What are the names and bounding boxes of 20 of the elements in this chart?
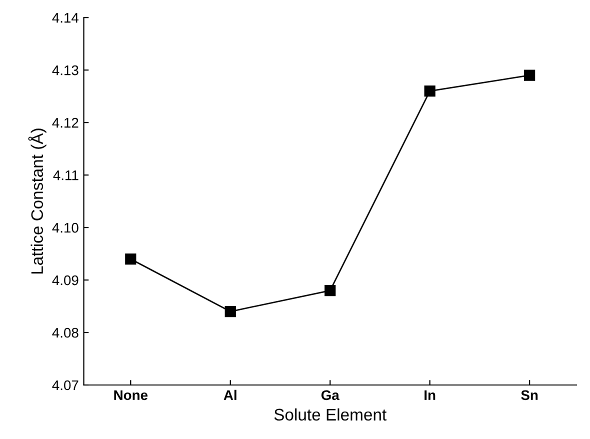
y-tick-label: 4.14 [52,13,79,23]
y-tick-label: 4.07 [52,380,78,390]
y-tick-label: 4.11 [53,170,78,180]
point [524,70,536,81]
point [424,85,436,97]
x-tick-label: Al [224,390,236,400]
y-tick-label: 4.12 [52,118,78,128]
point [125,253,136,265]
y-tick-label: 4.10 [52,222,78,233]
y-tick-label: 4.13 [52,65,78,76]
x-tick-label: Ga [321,390,340,400]
x-tick-label: In [424,390,436,400]
y-tick-label: 4.09 [52,275,78,286]
point [224,306,236,318]
x-axis-title: Solute Element [274,408,386,421]
point [324,284,336,296]
y-axis-title: Lattice Constant (Å) [28,128,46,274]
x-tick-label: None [114,390,148,400]
y-tick-label: 4.08 [52,328,78,338]
x-tick-label: Sn [521,390,538,400]
